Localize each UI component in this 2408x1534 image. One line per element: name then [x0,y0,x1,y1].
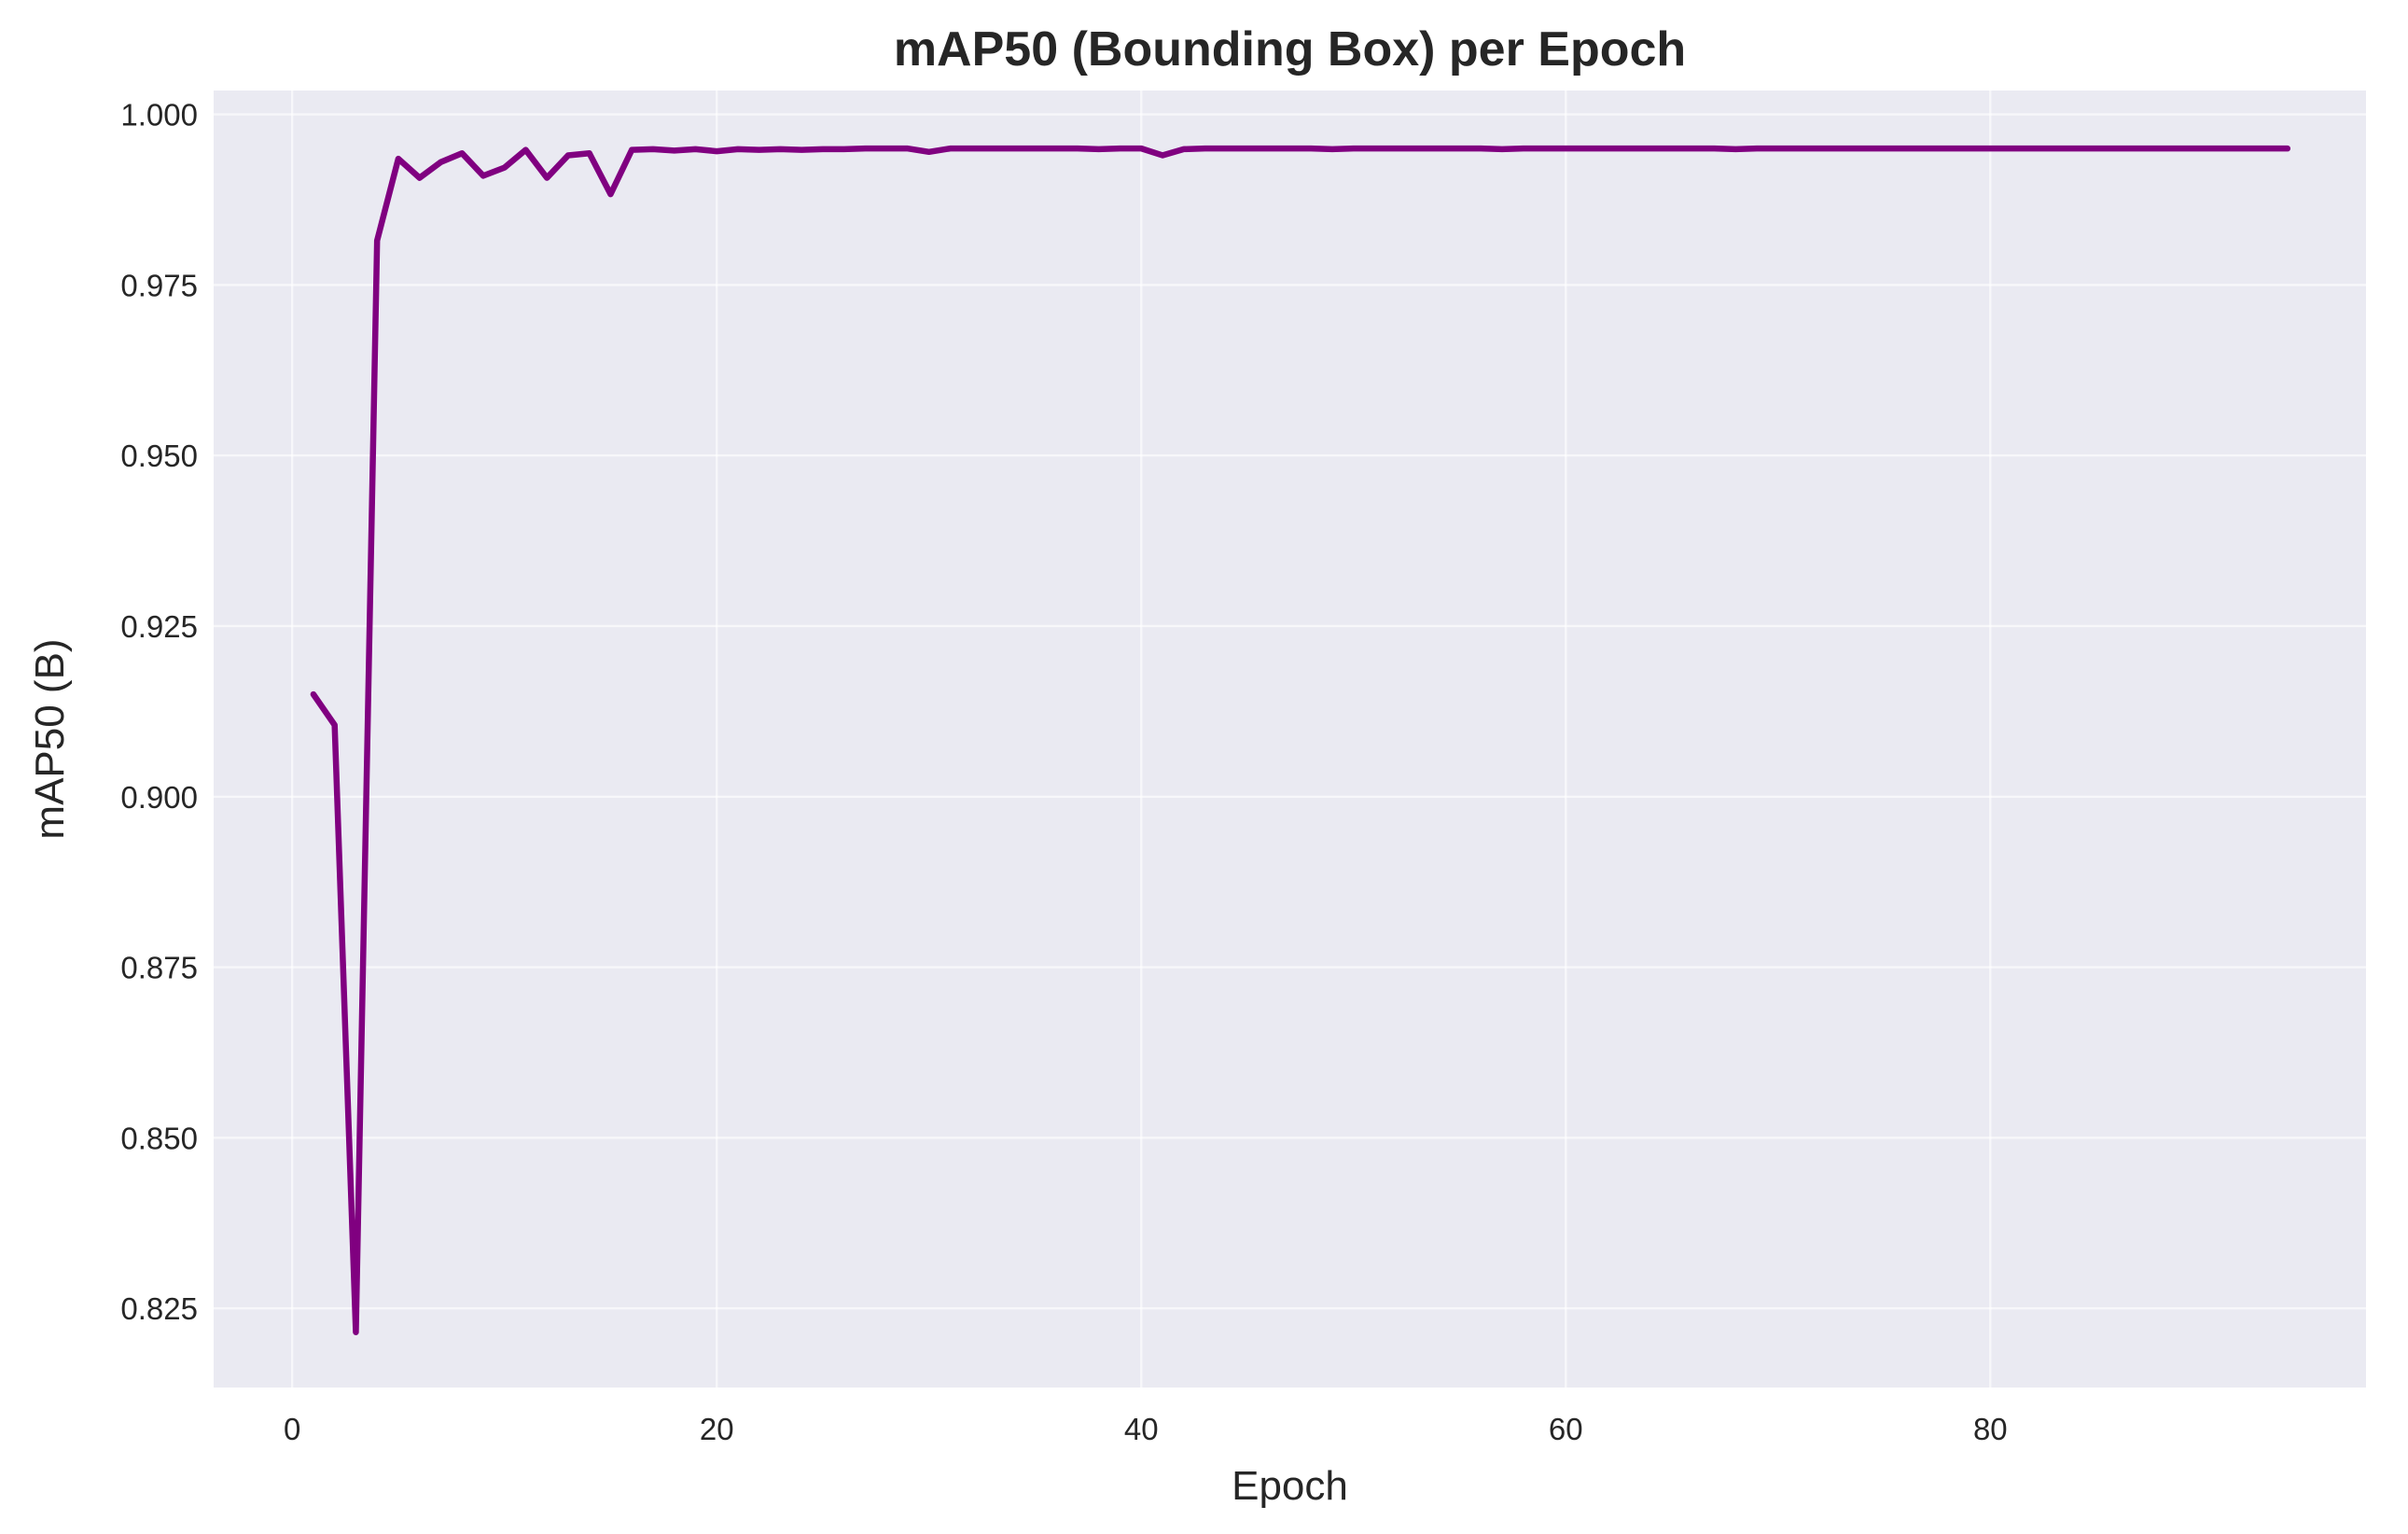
y-tick-label: 0.925 [120,609,198,644]
x-tick-label: 60 [1549,1412,1583,1446]
y-axis-label: mAP50 (B) [27,638,73,839]
y-tick-label: 0.850 [120,1121,198,1155]
y-tick-label: 0.825 [120,1291,198,1326]
series-line [310,145,2291,1336]
plot-area [214,91,2366,1388]
y-tick-label: 0.900 [120,780,198,815]
y-axis-ticks: 0.825 0.850 0.875 0.900 0.925 0.950 0.975 1.000 [120,98,198,1327]
series-layer [310,145,2291,1336]
grid-lines [214,91,2366,1388]
x-tick-label: 20 [700,1412,734,1446]
y-tick-label: 0.975 [120,268,198,302]
y-tick-label: 0.950 [120,439,198,473]
y-tick-label: 0.875 [120,951,198,985]
x-tick-label: 80 [1973,1412,2008,1446]
x-axis-ticks: 0 20 40 60 80 [284,1412,2008,1446]
chart-title: mAP50 (Bounding Box) per Epoch [894,22,1686,77]
x-axis-label: Epoch [1232,1463,1348,1509]
x-tick-label: 40 [1124,1412,1159,1446]
x-tick-label: 0 [284,1412,300,1446]
y-tick-label: 1.000 [120,98,198,132]
